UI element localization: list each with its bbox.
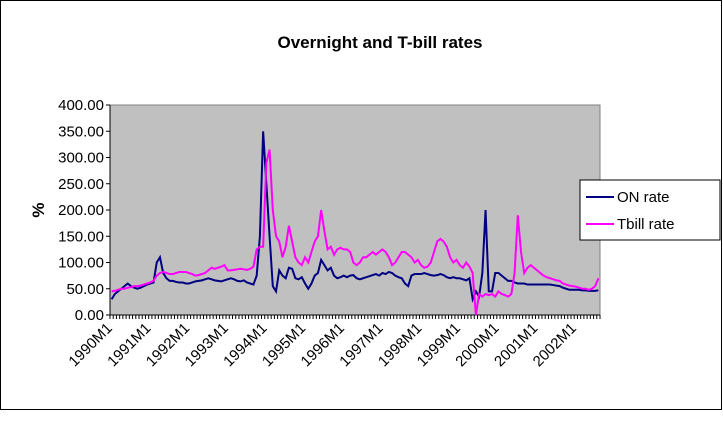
y-tick-label: 150.00	[58, 228, 104, 245]
legend-box	[579, 179, 721, 241]
y-tick-label: 100.00	[58, 255, 104, 272]
legend-label: Tbill rate	[617, 216, 675, 233]
series-line	[110, 131, 599, 303]
y-tick-label: 400.00	[58, 97, 104, 114]
legend-label: ON rate	[617, 189, 670, 206]
y-axis-label: %	[29, 202, 48, 217]
y-tick-label: 350.00	[58, 123, 104, 140]
y-tick-label: 50.00	[66, 281, 104, 298]
y-tick-label: 250.00	[58, 176, 104, 193]
series-line	[111, 149, 600, 316]
y-tick-label: 300.00	[58, 150, 104, 167]
plot-area	[109, 104, 601, 316]
chart-title: Overnight and T-bill rates	[278, 33, 483, 52]
y-tick-label: 200.00	[58, 202, 104, 219]
y-tick-label: 0.00	[75, 307, 104, 324]
